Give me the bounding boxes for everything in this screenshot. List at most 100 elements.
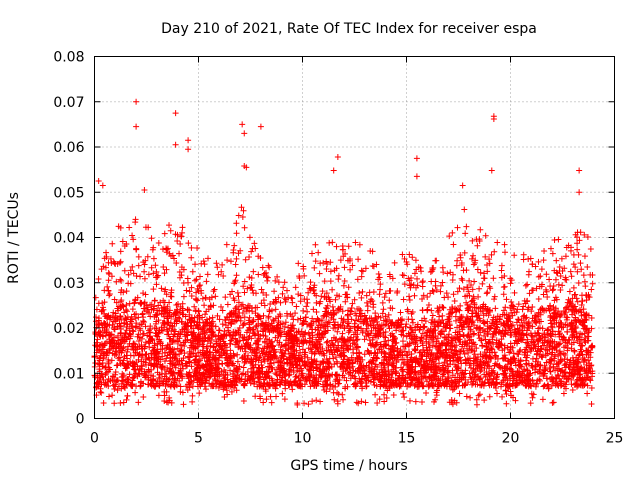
data-point: [273, 393, 280, 400]
data-point: [185, 240, 192, 247]
data-point: [257, 254, 264, 261]
data-point: [499, 393, 506, 400]
data-point: [503, 390, 510, 397]
data-point: [111, 334, 118, 341]
data-point: [340, 396, 347, 403]
data-point: [246, 254, 253, 261]
data-point: [555, 236, 562, 243]
data-point: [435, 307, 442, 314]
data-point: [362, 265, 369, 272]
data-point: [450, 241, 457, 248]
data-point: [180, 279, 187, 286]
data-point: [544, 293, 551, 300]
data-point: [494, 390, 501, 397]
data-point: [546, 276, 553, 283]
data-point: [268, 375, 275, 382]
data-point: [588, 286, 595, 293]
data-point: [345, 284, 352, 291]
data-point: [132, 219, 139, 226]
data-point: [537, 273, 544, 280]
data-point: [189, 392, 196, 399]
data-point: [406, 297, 413, 304]
data-point: [412, 257, 419, 264]
data-point: [513, 319, 520, 326]
data-point: [254, 327, 261, 334]
data-point: [399, 327, 406, 334]
data-point: [423, 344, 430, 351]
data-point: [411, 270, 418, 277]
data-point: [313, 397, 320, 404]
data-point: [469, 307, 476, 314]
data-point: [272, 385, 279, 392]
data-point: [267, 393, 274, 400]
data-point: [340, 282, 347, 289]
data-point: [568, 273, 575, 280]
data-point: [188, 254, 195, 261]
data-point: [204, 271, 211, 278]
data-point: [281, 342, 288, 349]
data-point: [484, 289, 491, 296]
data-point: [233, 272, 240, 279]
data-point: [261, 270, 268, 277]
data-point: [98, 389, 105, 396]
data-point: [240, 207, 247, 214]
data-point: [542, 366, 549, 373]
data-point: [323, 339, 330, 346]
chart-title: Day 210 of 2021, Rate Of TEC Index for r…: [161, 21, 537, 37]
data-point: [259, 264, 266, 271]
data-point: [402, 323, 409, 330]
data-point: [293, 303, 300, 310]
data-point: [526, 290, 533, 297]
data-point: [523, 357, 530, 364]
data-point: [460, 286, 467, 293]
data-point: [468, 340, 475, 347]
data-point: [123, 288, 130, 295]
data-point: [480, 312, 487, 319]
data-point: [372, 310, 379, 317]
data-point: [400, 390, 407, 397]
data-point: [323, 290, 330, 297]
data-point: [550, 286, 557, 293]
data-point: [332, 296, 339, 303]
data-point: [160, 263, 167, 270]
data-point: [445, 294, 452, 301]
data-point: [137, 383, 144, 390]
data-point: [229, 336, 236, 343]
data-point: [121, 267, 128, 274]
data-point: [95, 275, 102, 282]
data-point: [111, 296, 118, 303]
data-point: [335, 272, 342, 279]
data-point: [555, 281, 562, 288]
data-point: [386, 297, 393, 304]
data-point: [103, 249, 110, 256]
data-point: [231, 280, 238, 287]
data-point: [210, 302, 217, 309]
data-point: [467, 394, 474, 401]
data-point: [313, 309, 320, 316]
data-point: [177, 241, 184, 248]
data-point: [92, 359, 99, 366]
data-point: [359, 288, 366, 295]
data-point: [341, 264, 348, 271]
data-point: [570, 284, 577, 291]
data-point: [248, 365, 255, 372]
data-point: [129, 263, 136, 270]
data-point: [99, 307, 106, 314]
data-point: [501, 241, 508, 248]
data-point: [189, 398, 196, 405]
data-point: [213, 260, 220, 267]
data-point: [334, 389, 341, 396]
data-point: [535, 258, 542, 265]
data-point: [158, 365, 165, 372]
data-point: [556, 263, 563, 270]
data-point: [331, 396, 338, 403]
data-point: [227, 258, 234, 265]
data-point: [292, 284, 299, 291]
data-point: [191, 303, 198, 310]
data-point: [417, 264, 424, 271]
data-point: [158, 285, 165, 292]
data-point: [155, 374, 162, 381]
data-point: [419, 295, 426, 302]
data-point: [355, 256, 362, 263]
data-point: [280, 284, 287, 291]
